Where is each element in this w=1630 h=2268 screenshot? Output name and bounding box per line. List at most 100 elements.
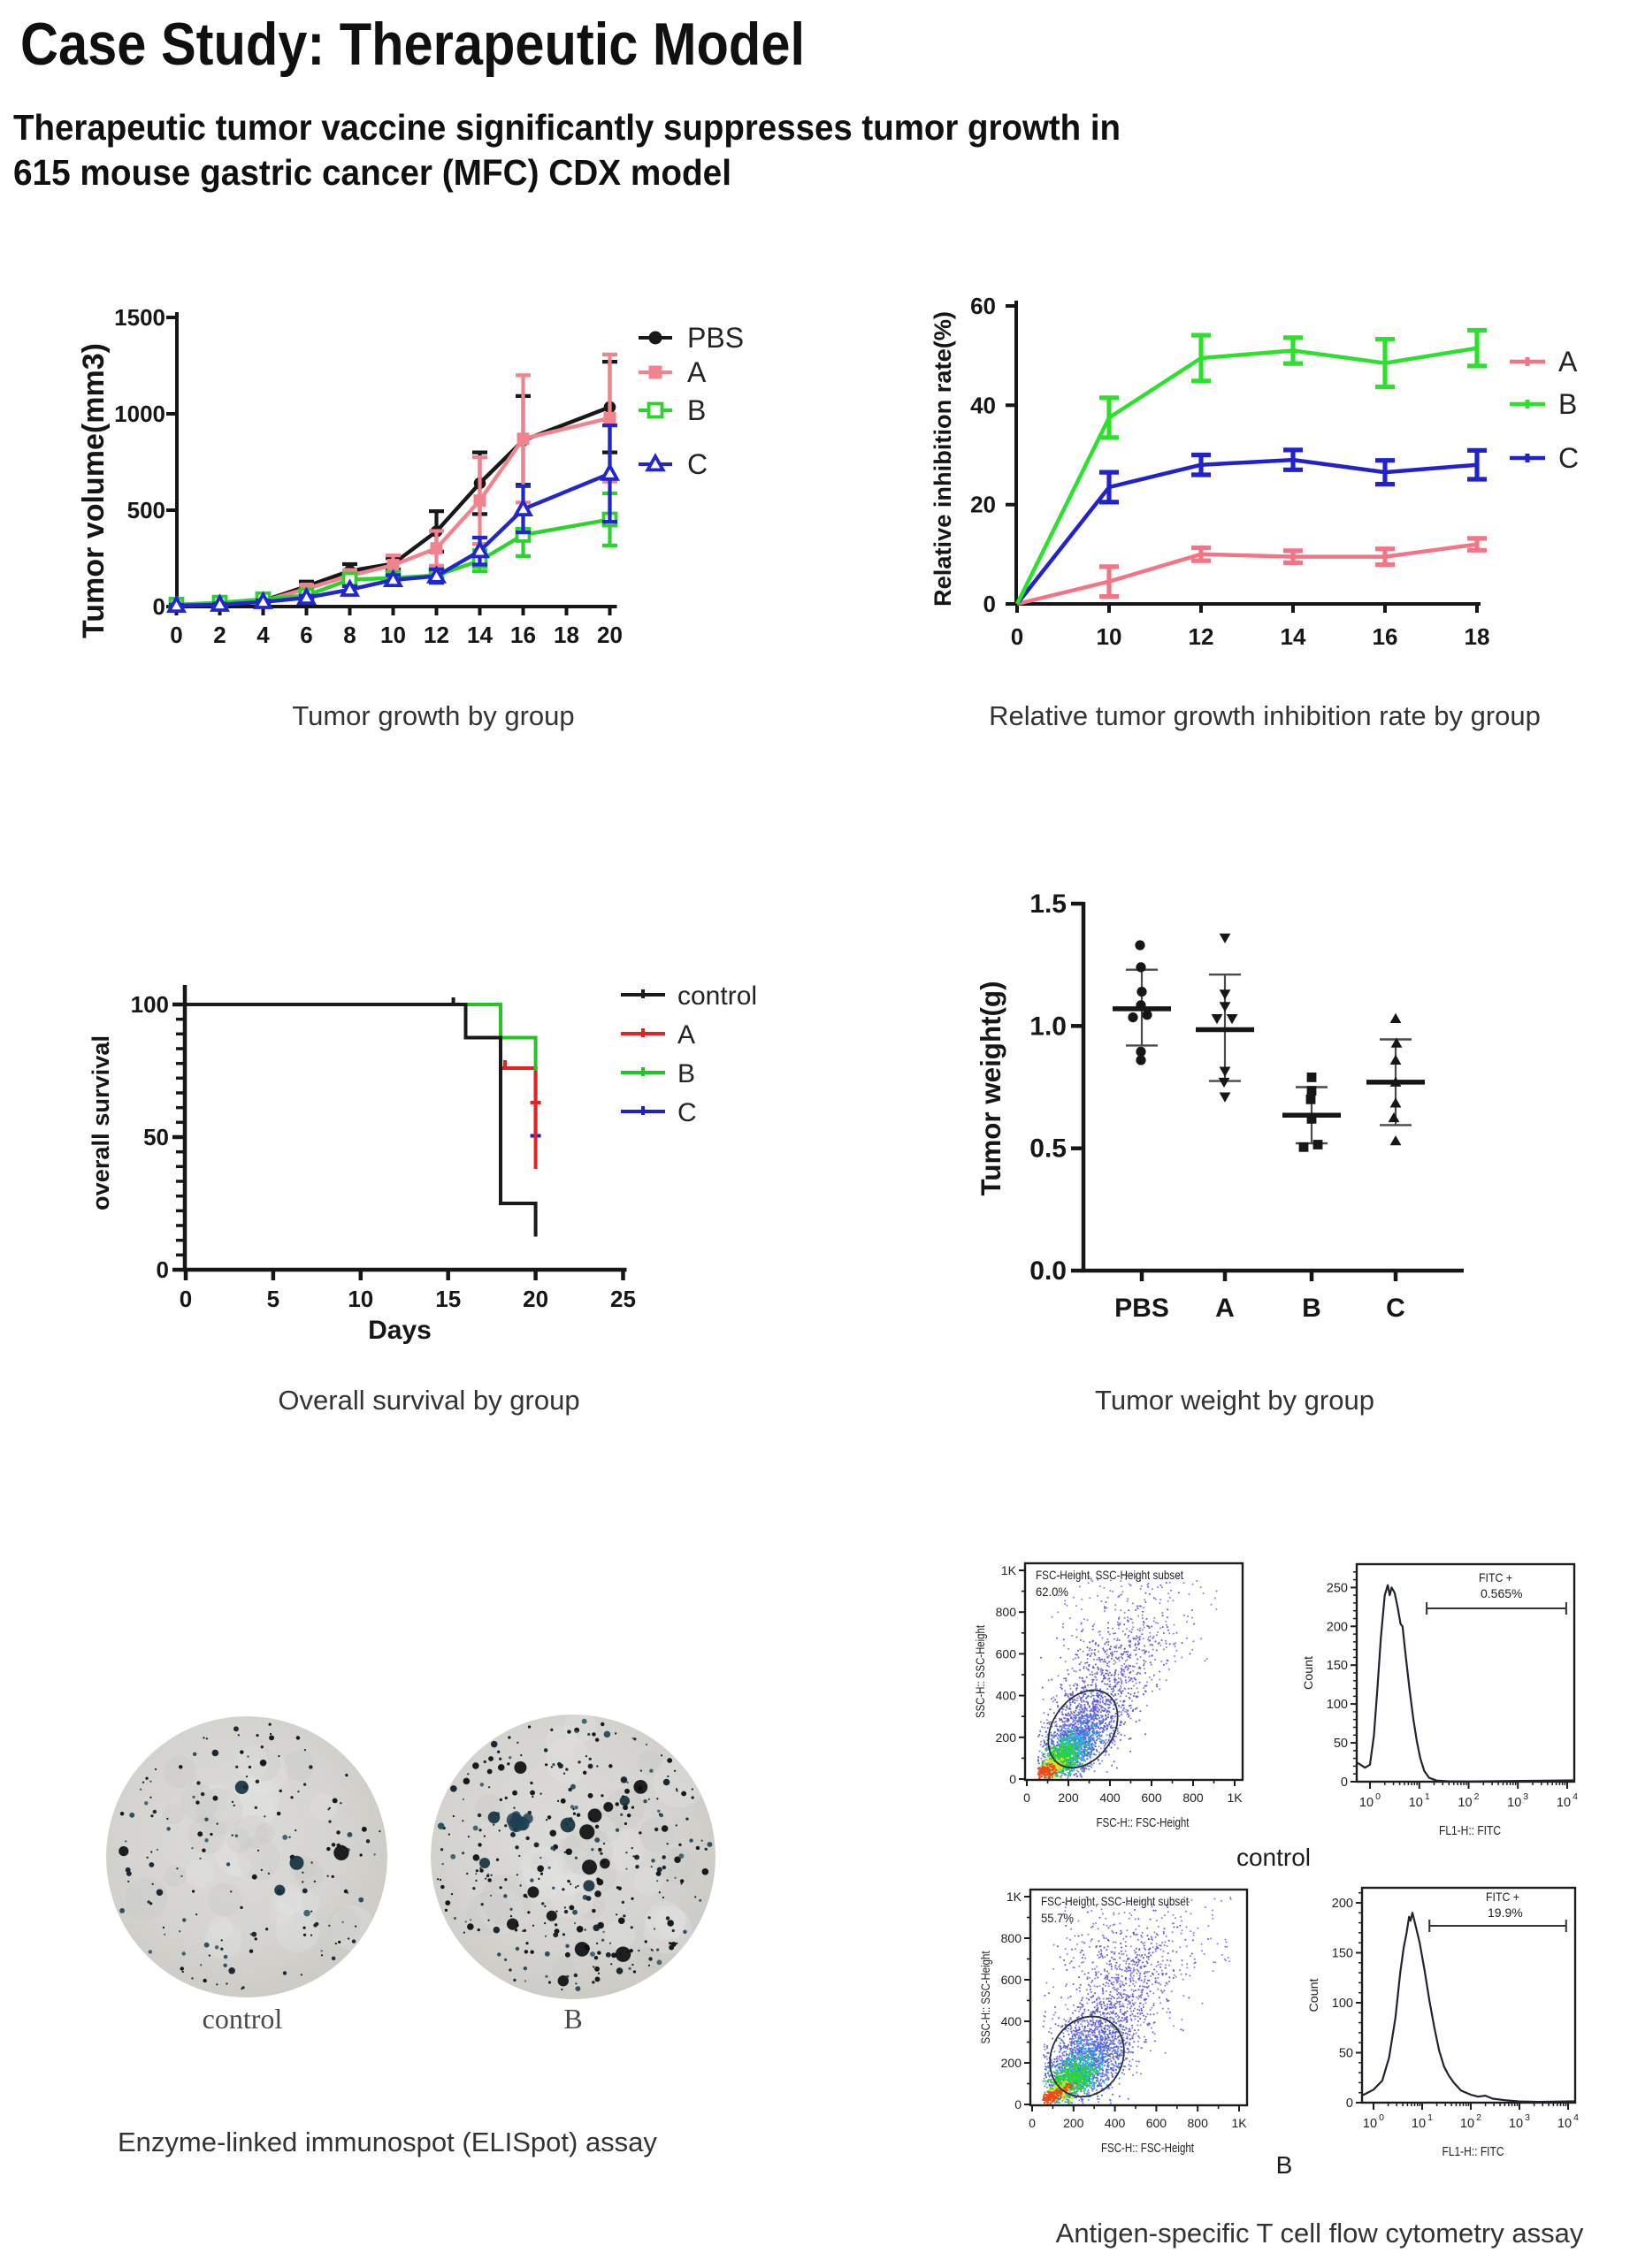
svg-text:600: 600: [1001, 1973, 1022, 1987]
svg-text:B: B: [1558, 388, 1577, 420]
svg-text:14: 14: [467, 622, 493, 648]
svg-text:0: 0: [1346, 2096, 1353, 2111]
svg-text:12: 12: [424, 622, 449, 648]
svg-text:12: 12: [1189, 623, 1214, 650]
svg-text:1000: 1000: [114, 401, 165, 427]
svg-text:150: 150: [1327, 1659, 1348, 1673]
svg-text:10: 10: [1359, 1796, 1374, 1810]
svg-text:150: 150: [1332, 1947, 1353, 1961]
svg-text:1K: 1K: [1006, 1890, 1022, 1904]
svg-text:Therapeutic tumor vaccine sign: Therapeutic tumor vaccine significantly …: [13, 107, 1121, 148]
svg-text:50: 50: [143, 1124, 169, 1150]
svg-text:800: 800: [1182, 1791, 1204, 1805]
svg-text:50: 50: [1334, 1737, 1348, 1751]
svg-text:PBS: PBS: [687, 322, 744, 354]
svg-text:C: C: [1558, 442, 1579, 474]
svg-text:50: 50: [1339, 2047, 1353, 2061]
svg-text:1: 1: [1425, 1791, 1430, 1802]
svg-text:Days: Days: [368, 1316, 432, 1345]
svg-text:0.0: 0.0: [1029, 1256, 1067, 1286]
svg-text:Relative tumor growth inhibiti: Relative tumor growth inhibition rate by…: [989, 700, 1541, 731]
svg-text:0: 0: [1379, 2112, 1384, 2123]
svg-text:FL1-H:: FITC: FL1-H:: FITC: [1439, 1824, 1501, 1838]
svg-text:1K: 1K: [1231, 2116, 1247, 2130]
svg-text:10: 10: [1409, 1796, 1423, 1810]
svg-text:10: 10: [1557, 1796, 1571, 1810]
svg-text:10: 10: [1509, 2117, 1523, 2131]
svg-text:600: 600: [1141, 1791, 1162, 1805]
svg-text:Tumor growth by group: Tumor growth by group: [292, 700, 574, 731]
svg-text:Tumor weight(g): Tumor weight(g): [975, 981, 1006, 1196]
svg-text:control: control: [1236, 1844, 1311, 1871]
svg-text:overall survival: overall survival: [88, 1035, 114, 1210]
svg-text:100: 100: [131, 991, 169, 1018]
svg-text:800: 800: [996, 1605, 1017, 1619]
svg-text:PBS: PBS: [1114, 1294, 1169, 1323]
svg-text:A: A: [1215, 1294, 1235, 1323]
svg-text:16: 16: [510, 622, 536, 648]
svg-text:Enzyme-linked immunospot (ELIS: Enzyme-linked immunospot (ELISpot) assay: [118, 2127, 657, 2157]
svg-text:B: B: [677, 1059, 695, 1088]
svg-text:10: 10: [348, 1286, 373, 1312]
svg-text:800: 800: [1188, 2116, 1209, 2130]
svg-text:Count: Count: [1306, 1978, 1320, 2012]
svg-text:10: 10: [1097, 623, 1122, 650]
svg-text:A: A: [677, 1020, 695, 1050]
svg-text:10: 10: [380, 622, 406, 648]
svg-text:60: 60: [970, 293, 996, 319]
svg-text:B: B: [563, 2003, 582, 2035]
svg-text:100: 100: [1327, 1698, 1348, 1712]
svg-text:B: B: [687, 394, 706, 426]
svg-text:FSC-H:: FSC-Height: FSC-H:: FSC-Height: [1101, 2142, 1194, 2156]
svg-text:SSC-H:: SSC-Height: SSC-H:: SSC-Height: [978, 1951, 992, 2043]
svg-text:20: 20: [970, 492, 996, 518]
svg-text:Case Study: Therapeutic Model: Case Study: Therapeutic Model: [20, 11, 805, 78]
svg-text:800: 800: [1001, 1931, 1022, 1945]
svg-text:40: 40: [970, 392, 996, 418]
svg-text:3: 3: [1523, 1791, 1528, 1802]
svg-text:FSC-Height, SSC-Height subset: FSC-Height, SSC-Height subset: [1041, 1894, 1189, 1908]
svg-text:400: 400: [1001, 2014, 1022, 2028]
svg-text:Overall survival by group: Overall survival by group: [278, 1385, 579, 1416]
svg-text:1500: 1500: [114, 304, 165, 331]
svg-text:200: 200: [1001, 2056, 1022, 2070]
svg-text:0: 0: [983, 591, 996, 617]
svg-text:5: 5: [267, 1286, 279, 1312]
svg-text:Count: Count: [1301, 1656, 1315, 1690]
svg-text:2: 2: [213, 622, 226, 648]
svg-text:16: 16: [1373, 623, 1398, 650]
svg-text:2: 2: [1476, 2112, 1481, 2123]
svg-text:55.7%: 55.7%: [1041, 1911, 1074, 1925]
svg-text:200: 200: [1332, 1897, 1353, 1911]
svg-text:FL1-H:: FITC: FL1-H:: FITC: [1443, 2145, 1504, 2159]
svg-text:A: A: [687, 356, 707, 388]
svg-text:10: 10: [1460, 2117, 1474, 2131]
svg-text:0: 0: [1009, 1772, 1016, 1786]
svg-text:1: 1: [1427, 2112, 1433, 2123]
svg-text:615 mouse gastric cancer (MFC): 615 mouse gastric cancer (MFC) CDX model: [13, 152, 731, 193]
svg-text:18: 18: [1465, 623, 1490, 650]
svg-text:4: 4: [1573, 1791, 1578, 1802]
svg-text:1K: 1K: [1227, 1791, 1243, 1805]
svg-text:FSC-H:: FSC-Height: FSC-H:: FSC-Height: [1097, 1816, 1190, 1830]
svg-text:20: 20: [597, 622, 623, 648]
svg-text:B: B: [1302, 1294, 1321, 1323]
svg-text:400: 400: [1099, 1791, 1121, 1805]
svg-text:600: 600: [1146, 2116, 1167, 2130]
svg-text:4: 4: [1573, 2112, 1579, 2123]
svg-text:200: 200: [1063, 2116, 1084, 2130]
svg-text:C: C: [677, 1098, 697, 1127]
svg-text:0: 0: [1341, 1775, 1348, 1790]
svg-text:0: 0: [1029, 2116, 1036, 2130]
svg-text:400: 400: [996, 1689, 1017, 1703]
svg-text:200: 200: [996, 1730, 1017, 1745]
svg-text:200: 200: [1327, 1620, 1348, 1634]
svg-text:A: A: [1558, 346, 1578, 378]
svg-text:19.9%: 19.9%: [1488, 1905, 1523, 1920]
svg-text:0: 0: [1023, 1791, 1030, 1805]
svg-text:14: 14: [1281, 623, 1306, 650]
svg-text:500: 500: [127, 497, 165, 523]
svg-text:600: 600: [996, 1646, 1017, 1661]
svg-text:Tumor volume(mm3): Tumor volume(mm3): [77, 343, 111, 638]
svg-text:0: 0: [1014, 2097, 1022, 2111]
